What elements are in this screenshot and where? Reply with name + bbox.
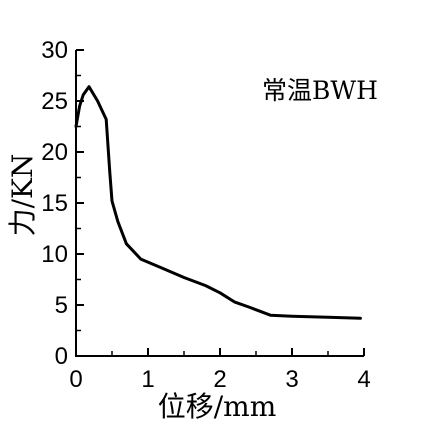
x-tick-label: 3	[285, 366, 298, 393]
x-axis-title: 位移/mm	[158, 390, 277, 423]
y-tick-label: 15	[41, 190, 68, 217]
y-tick-label: 20	[41, 139, 68, 166]
x-tick-label: 1	[141, 366, 154, 393]
chart-annotation: 常温BWH	[262, 76, 378, 105]
series-line	[74, 85, 362, 320]
y-tick-label: 0	[55, 343, 68, 370]
x-tick-label: 2	[213, 366, 226, 393]
axis-frame	[75, 50, 364, 357]
y-tick-label: 30	[41, 37, 68, 64]
y-tick-label: 10	[41, 241, 68, 268]
x-tick-label: 0	[69, 366, 82, 393]
x-tick-label: 4	[357, 366, 370, 393]
y-tick-label: 25	[41, 88, 68, 115]
y-tick-label: 5	[55, 292, 68, 319]
y-axis-title: 力/KN	[6, 154, 39, 237]
